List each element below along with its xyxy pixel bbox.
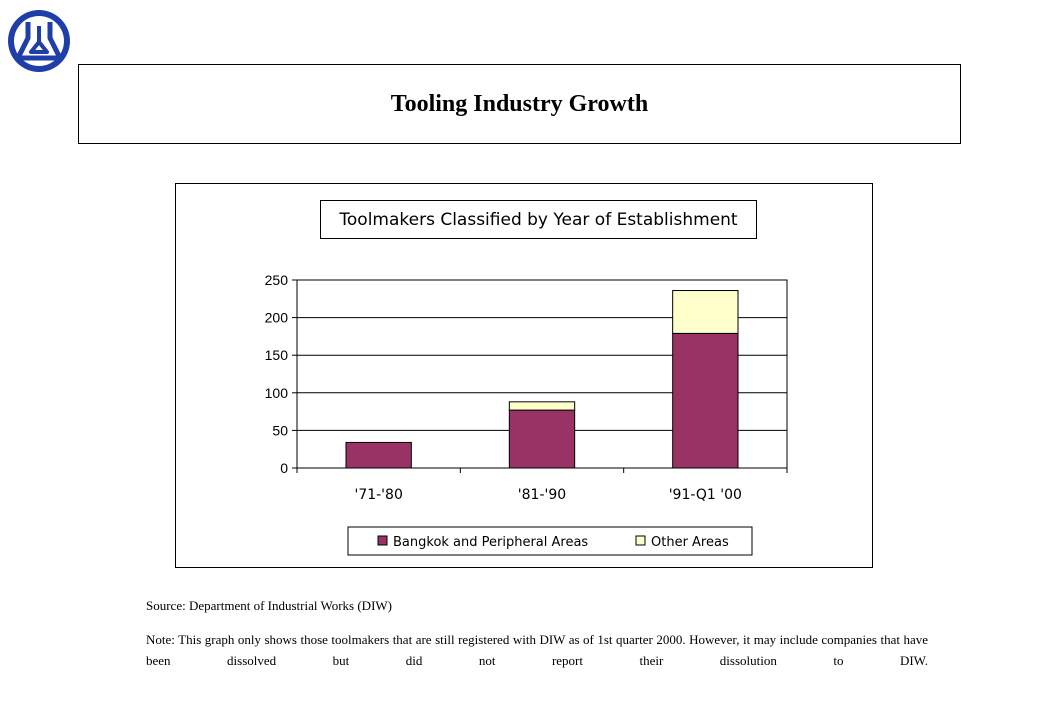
bar-segment [508, 409, 576, 469]
y-tick-label: 50 [272, 422, 288, 438]
note-text: Note: This graph only shows those toolma… [146, 632, 928, 668]
legend-swatch [635, 535, 646, 546]
legend-swatch [377, 535, 388, 546]
x-tick-label: '71-'80 [354, 487, 402, 503]
chart-title: Toolmakers Classified by Year of Establi… [339, 209, 738, 230]
y-tick-label: 0 [280, 460, 288, 476]
bar-segment [672, 290, 739, 334]
bar-segment [672, 332, 739, 469]
x-tick-label: '81-'90 [518, 487, 566, 503]
legend-label: Bangkok and Peripheral Areas [393, 535, 588, 550]
chart-title-box: Toolmakers Classified by Year of Establi… [320, 200, 757, 239]
bar-segment [345, 441, 412, 469]
logo-icon [8, 10, 70, 72]
legend-box [347, 526, 753, 556]
y-tick-label: 250 [265, 272, 289, 288]
legend-label: Other Areas [651, 535, 729, 550]
bar-segment [508, 401, 576, 411]
y-tick-label: 200 [265, 310, 289, 326]
page-title: Tooling Industry Growth [390, 90, 649, 117]
y-tick-label: 150 [265, 347, 289, 363]
y-tick-label: 100 [265, 385, 289, 401]
source-text: Source: Department of Industrial Works (… [146, 598, 393, 613]
chart-frame [175, 183, 873, 568]
title-box: Tooling Industry Growth [78, 64, 961, 144]
x-tick-label: '91-Q1 '00 [669, 487, 742, 503]
